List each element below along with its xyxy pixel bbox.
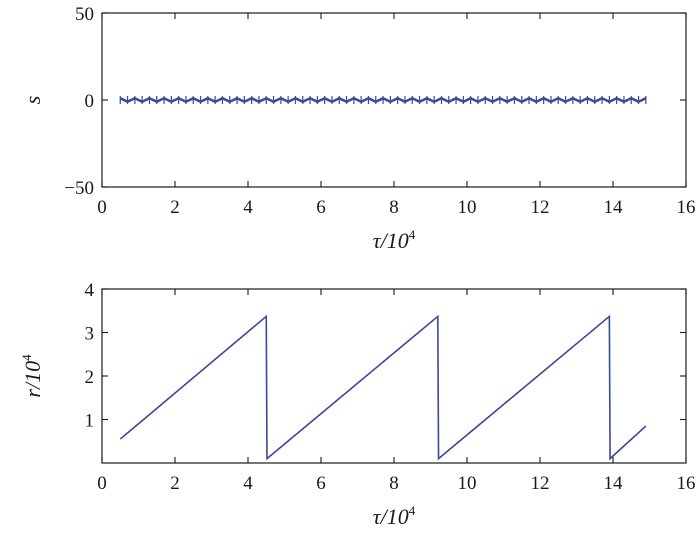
- bottom-x-tick-label: 16: [677, 473, 696, 494]
- bottom-x-tick-label: 6: [316, 473, 326, 494]
- bottom-y-axis-label: r/104: [19, 354, 45, 398]
- top-x-axis-label: τ/104: [373, 227, 416, 253]
- top-x-tick-label: 6: [316, 197, 326, 218]
- top-x-tick-label: 2: [170, 197, 180, 218]
- top-y-tick-label: 50: [75, 4, 94, 25]
- bottom-x-tick-label: 14: [604, 473, 624, 494]
- bottom-x-tick-label: 8: [389, 473, 399, 494]
- top-y-axis-label: s: [20, 96, 45, 105]
- bottom-y-tick-label: 2: [85, 367, 95, 388]
- top-x-tick-label: 4: [243, 197, 253, 218]
- top-x-tick-label: 10: [458, 197, 477, 218]
- top-x-tick-label: 14: [604, 197, 624, 218]
- bottom-y-tick-label: 4: [85, 280, 95, 301]
- top-x-tick-label: 8: [389, 197, 399, 218]
- bottom-y-tick-label: 3: [85, 324, 95, 345]
- bottom-x-tick-label: 2: [170, 473, 180, 494]
- top-series: [119, 96, 647, 104]
- top-x-tick-label: 16: [677, 197, 696, 218]
- bottom-x-tick-label: 4: [243, 473, 253, 494]
- bottom-plot-frame: [101, 288, 687, 464]
- top-y-tick-label: 0: [85, 91, 95, 112]
- top-y-tick-label: −50: [64, 178, 94, 199]
- bottom-x-axis-label: τ/104: [373, 503, 416, 529]
- bottom-series: [119, 314, 647, 461]
- top-x-tick-label: 12: [531, 197, 550, 218]
- bottom-series-line: [119, 314, 647, 461]
- bottom-x-tick-label: 12: [531, 473, 550, 494]
- bottom-x-tick-label: 10: [458, 473, 477, 494]
- top-x-tick-label: 0: [97, 197, 107, 218]
- bottom-x-tick-label: 0: [97, 473, 107, 494]
- bottom-y-tick-label: 1: [85, 411, 95, 432]
